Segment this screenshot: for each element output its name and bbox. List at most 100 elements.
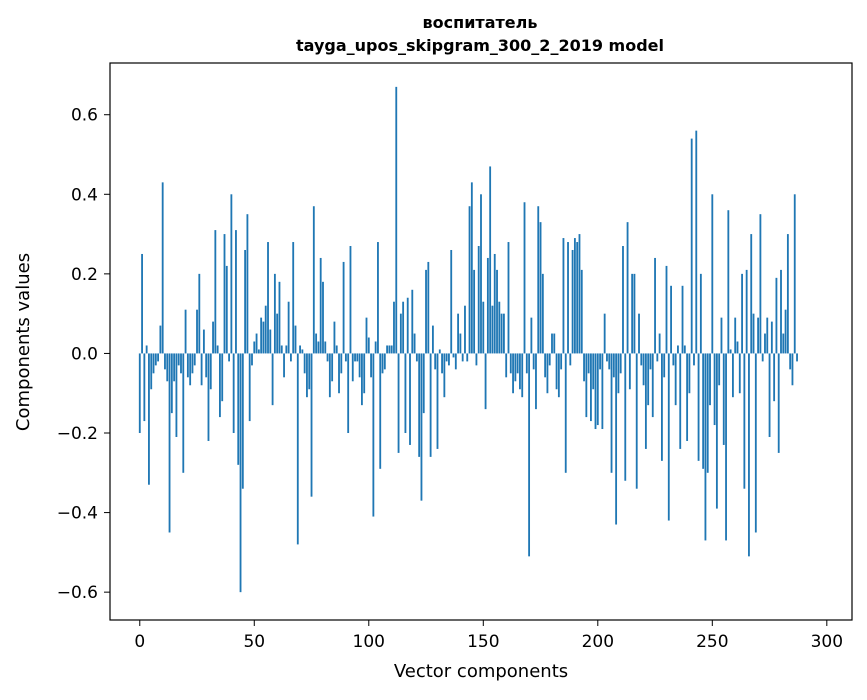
bar [750, 234, 753, 354]
bar [757, 317, 760, 354]
bar [255, 333, 258, 354]
bar [367, 337, 370, 354]
bar [216, 345, 219, 354]
bar [725, 353, 727, 541]
x-tick-label: 100 [353, 632, 385, 652]
bar [498, 301, 501, 354]
bar [773, 353, 776, 402]
bar [560, 353, 563, 370]
bar [331, 353, 334, 382]
bar [699, 273, 702, 354]
bar [166, 353, 169, 382]
y-tick-label: 0.4 [71, 185, 98, 205]
bar [326, 353, 329, 362]
bar [509, 353, 512, 374]
bar [443, 353, 446, 398]
bar [262, 321, 265, 354]
bar [310, 353, 313, 497]
bar [264, 305, 267, 354]
bar [450, 249, 453, 354]
bar [686, 353, 689, 441]
bar [777, 353, 780, 453]
bar [496, 269, 498, 354]
bar [461, 353, 464, 362]
bar [491, 305, 494, 354]
bar [306, 353, 308, 398]
bar [413, 333, 416, 354]
bar [667, 353, 670, 521]
bar [681, 285, 684, 354]
bar [601, 353, 604, 430]
bar [415, 353, 418, 362]
bar [276, 313, 279, 354]
bar [388, 345, 391, 354]
bar [301, 349, 304, 354]
bar [209, 353, 212, 390]
bar [251, 353, 253, 366]
bar [420, 353, 423, 501]
bar [502, 313, 505, 354]
bar [665, 265, 668, 354]
bar [507, 242, 510, 354]
bar [473, 269, 476, 354]
bar [715, 353, 718, 509]
bar [505, 353, 508, 378]
bar [633, 273, 636, 354]
bar [553, 333, 556, 354]
bar [576, 242, 579, 354]
bar [782, 333, 785, 354]
bar [555, 353, 558, 390]
bar [399, 313, 402, 354]
bar [537, 206, 540, 354]
bar [225, 265, 228, 354]
bar [361, 353, 363, 406]
y-tick-label: −0.6 [57, 583, 98, 603]
bar [219, 353, 221, 418]
bar [434, 353, 437, 370]
bar [626, 222, 629, 354]
bar [308, 353, 311, 390]
bar [615, 353, 618, 525]
bar [191, 353, 194, 374]
y-tick-label: 0.0 [71, 344, 98, 364]
bar [173, 353, 176, 382]
bar [736, 341, 739, 354]
bar [372, 353, 375, 517]
bar [780, 269, 782, 354]
bar [702, 353, 705, 469]
bar [148, 353, 150, 485]
bar [754, 353, 757, 533]
bar [180, 353, 182, 374]
bar [363, 353, 366, 394]
bar [761, 353, 764, 362]
bar [644, 353, 647, 449]
bar [624, 353, 627, 481]
bar [519, 353, 521, 390]
bar [338, 353, 340, 394]
bar [523, 202, 526, 354]
bar [228, 353, 230, 362]
bar [200, 353, 203, 386]
bar [619, 353, 622, 374]
bar [260, 317, 263, 354]
bar [477, 246, 480, 354]
bar [296, 353, 299, 545]
bar [670, 285, 672, 354]
bar [656, 353, 659, 362]
bar [706, 353, 709, 473]
bar [738, 353, 741, 394]
bar [159, 325, 162, 354]
bar [768, 353, 771, 437]
bar [580, 269, 583, 354]
bar [445, 353, 448, 362]
bar [303, 353, 306, 374]
bar [441, 353, 443, 374]
bar [674, 353, 677, 406]
bars-layer [138, 86, 798, 593]
bar [596, 353, 599, 426]
bar [658, 333, 661, 354]
bar [567, 242, 569, 354]
bar [514, 353, 517, 382]
